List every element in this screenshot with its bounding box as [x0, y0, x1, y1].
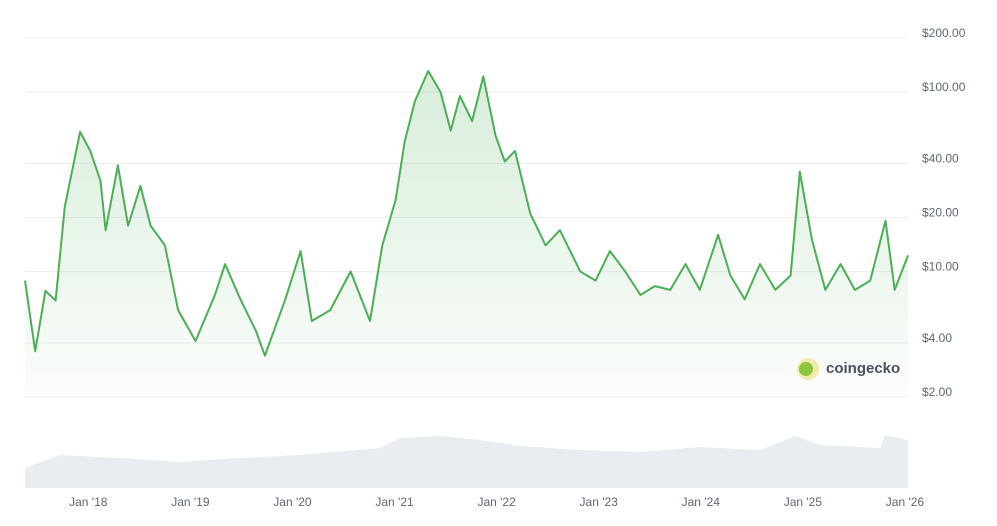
x-tick-label: Jan '18 [69, 495, 108, 509]
x-tick-label: Jan '20 [273, 495, 312, 509]
watermark: coingecko [797, 358, 900, 380]
y-tick-label: $10.00 [922, 260, 959, 274]
x-tick-label: Jan '25 [784, 495, 823, 509]
y-tick-label: $40.00 [922, 152, 959, 166]
watermark-text: coingecko [826, 360, 900, 377]
y-tick-label: $4.00 [922, 331, 952, 345]
price-area [25, 71, 908, 397]
x-tick-label: Jan '22 [477, 495, 516, 509]
y-tick-label: $2.00 [922, 385, 952, 399]
watermark-logo-inner [799, 362, 813, 376]
price-line [24, 70, 909, 357]
y-tick-label: $200.00 [922, 26, 966, 40]
x-tick-label: Jan '26 [886, 495, 925, 509]
x-tick-label: Jan '24 [682, 495, 721, 509]
volume-band [25, 435, 908, 488]
x-tick-label: Jan '21 [375, 495, 414, 509]
y-tick-label: $20.00 [922, 206, 959, 220]
x-tick-label: Jan '19 [171, 495, 210, 509]
x-tick-label: Jan '23 [580, 495, 619, 509]
y-tick-label: $100.00 [922, 80, 966, 94]
